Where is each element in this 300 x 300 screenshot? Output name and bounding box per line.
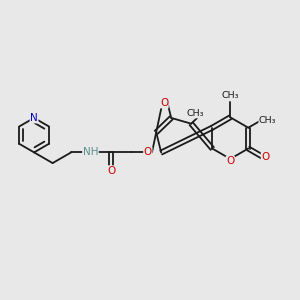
Text: NH: NH (83, 147, 98, 158)
Text: N: N (30, 113, 38, 123)
Text: CH₃: CH₃ (187, 109, 204, 118)
Text: CH₃: CH₃ (259, 116, 276, 125)
Text: O: O (107, 166, 116, 176)
Text: O: O (261, 152, 269, 162)
Text: CH₃: CH₃ (221, 92, 239, 100)
Text: O: O (144, 147, 152, 158)
Text: O: O (160, 98, 168, 108)
Text: O: O (226, 156, 234, 166)
